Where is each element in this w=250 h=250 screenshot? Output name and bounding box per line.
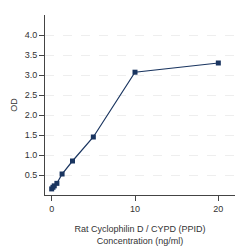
svg-text:3.0: 3.0 xyxy=(25,70,38,80)
svg-text:OD: OD xyxy=(9,98,19,112)
svg-text:1.5: 1.5 xyxy=(25,130,38,140)
svg-text:1.0: 1.0 xyxy=(25,150,38,160)
svg-text:3.5: 3.5 xyxy=(25,50,38,60)
svg-text:0: 0 xyxy=(49,204,54,214)
svg-text:10: 10 xyxy=(130,204,140,214)
svg-text:4.0: 4.0 xyxy=(25,30,38,40)
svg-text:20: 20 xyxy=(213,204,223,214)
svg-text:Rat Cyclophilin D / CYPD (PPID: Rat Cyclophilin D / CYPD (PPID)Concentra… xyxy=(74,224,205,246)
svg-text:2.0: 2.0 xyxy=(25,110,38,120)
svg-text:0.5: 0.5 xyxy=(25,170,38,180)
svg-text:2.5: 2.5 xyxy=(25,90,38,100)
